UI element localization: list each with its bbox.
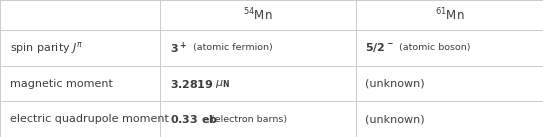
Text: (unknown): (unknown) xyxy=(365,79,425,89)
Text: $\mathbf{5/2^-}$: $\mathbf{5/2^-}$ xyxy=(365,42,394,54)
Text: $\mathbf{0.33\ eb}$: $\mathbf{0.33\ eb}$ xyxy=(170,113,218,125)
Text: $\mu_\mathbf{N}$: $\mu_\mathbf{N}$ xyxy=(215,78,230,90)
Text: (unknown): (unknown) xyxy=(365,114,425,124)
Text: (atomic fermion): (atomic fermion) xyxy=(193,43,273,52)
Text: $^{54}$Mn: $^{54}$Mn xyxy=(243,7,273,23)
Text: (electron barns): (electron barns) xyxy=(211,115,287,124)
Text: magnetic moment: magnetic moment xyxy=(10,79,112,89)
Text: $\mathbf{3.2819}$: $\mathbf{3.2819}$ xyxy=(170,78,214,90)
Text: electric quadrupole moment: electric quadrupole moment xyxy=(10,114,169,124)
Text: $^{61}$Mn: $^{61}$Mn xyxy=(434,7,464,23)
Text: spin parity $J^\pi$: spin parity $J^\pi$ xyxy=(10,40,83,56)
Text: $\mathbf{3^+}$: $\mathbf{3^+}$ xyxy=(170,40,187,56)
Text: (atomic boson): (atomic boson) xyxy=(399,43,471,52)
